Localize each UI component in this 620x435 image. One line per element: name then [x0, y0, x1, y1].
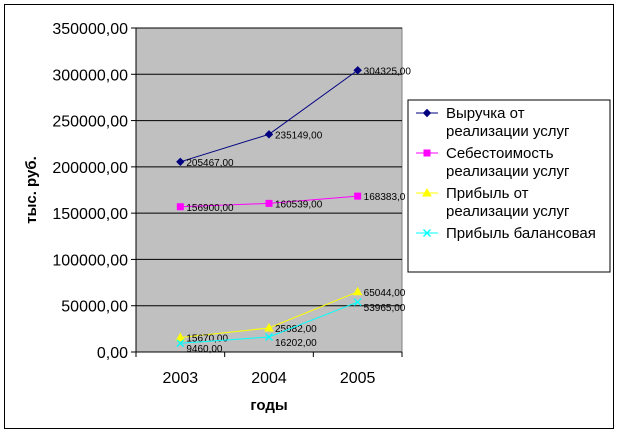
- data-point: [176, 157, 185, 167]
- data-point: [354, 192, 362, 200]
- data-label: 168383,0: [364, 192, 406, 203]
- series-4: 9460,00 16202,00 53965,00: [176, 298, 406, 355]
- y-axis-title: тыс. руб.: [23, 156, 40, 224]
- data-label: 156900,00: [186, 203, 234, 214]
- legend-label: Себестоимость: [446, 145, 554, 162]
- data-label: 25982,00: [275, 324, 317, 335]
- data-label: 16202,00: [275, 338, 317, 349]
- legend-marker: [423, 149, 431, 157]
- data-point: [353, 298, 362, 307]
- y-tick-label: 350000,00: [52, 21, 128, 38]
- data-label: 65044,00: [364, 288, 406, 299]
- x-axis-title: годы: [250, 397, 287, 414]
- legend-label: реализации услуг: [446, 123, 570, 140]
- data-point: [264, 130, 274, 139]
- y-tick-label: 300000,00: [52, 67, 128, 84]
- data-point: [265, 199, 273, 207]
- legend-label: Прибыль балансовая: [446, 225, 596, 242]
- legend-box: [407, 99, 611, 273]
- plot-area: [135, 27, 403, 353]
- x-tick-label: 2005: [340, 370, 376, 387]
- x-tick-label: 2003: [163, 370, 199, 387]
- legend-label: реализации услуг: [446, 163, 570, 180]
- legend-marker: [423, 229, 431, 237]
- data-point: [265, 333, 273, 341]
- y-tick-label: 200000,00: [52, 160, 128, 177]
- legend-label: реализации услуг: [446, 203, 570, 220]
- data-label: 304325,00: [364, 66, 412, 77]
- data-label: 205467,00: [186, 158, 234, 169]
- data-point: [176, 339, 185, 348]
- legend-marker: [422, 187, 432, 197]
- data-label: 235149,00: [275, 130, 323, 141]
- data-point: [353, 66, 362, 75]
- y-tick-label: 50000,00: [61, 299, 128, 316]
- data-point: [264, 322, 274, 332]
- data-point: [175, 332, 186, 341]
- data-label: 160539,00: [275, 199, 323, 210]
- series-3: 15670,00 25982,00 65044,00: [175, 286, 406, 344]
- data-label: 15670,00: [186, 333, 228, 344]
- x-axis-ticks: 2003 2004 2005: [135, 352, 403, 387]
- series-layer: 205467,00 235149,00 304325,00 156900,00 1605…: [175, 66, 412, 355]
- y-axis-ticks: 0,00 50000,00 100000,00 150000,00 200000,00 2…: [52, 21, 402, 362]
- data-label: 53965,00: [364, 303, 406, 314]
- data-point: [352, 286, 363, 296]
- data-point: [176, 203, 184, 211]
- data-label: 9460,00: [186, 344, 223, 355]
- legend-label: Выручка от: [446, 105, 525, 122]
- series-1: 205467,00 235149,00 304325,00: [176, 66, 412, 169]
- y-tick-label: 250000,00: [52, 114, 128, 131]
- y-tick-label: 0,00: [97, 345, 128, 362]
- y-tick-label: 150000,00: [52, 206, 128, 223]
- legend-item: Прибыль балансовая: [416, 225, 596, 242]
- legend-label: Прибыль от: [446, 185, 529, 202]
- x-tick-label: 2004: [251, 370, 287, 387]
- series-2: 156900,00 160539,00 168383,0: [176, 192, 406, 214]
- legend-marker: [422, 108, 432, 118]
- y-tick-label: 100000,00: [52, 252, 128, 269]
